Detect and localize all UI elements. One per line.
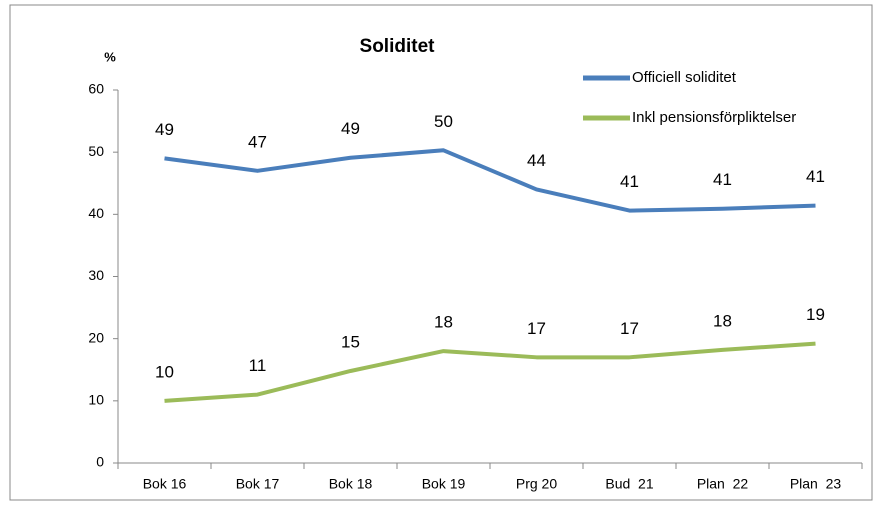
x-tick-label: Plan 23 xyxy=(790,476,842,492)
chart-border xyxy=(9,4,873,501)
data-label: 41 xyxy=(713,170,732,189)
x-tick-label: Bok 18 xyxy=(329,476,373,492)
legend-label: Inkl pensionsförpliktelser xyxy=(632,109,796,126)
y-tick-label: 10 xyxy=(88,392,104,408)
legend-label: Officiell soliditet xyxy=(632,69,737,86)
chart-title: Soliditet xyxy=(360,36,436,57)
y-tick-label: 60 xyxy=(88,81,104,97)
x-tick-label: Plan 22 xyxy=(697,476,749,492)
data-label: 17 xyxy=(620,319,639,338)
data-label: 19 xyxy=(806,305,825,324)
y-tick-label: 30 xyxy=(88,267,104,283)
data-label: 41 xyxy=(620,172,639,191)
data-label: 49 xyxy=(155,120,174,139)
y-tick-label: 40 xyxy=(88,205,104,221)
data-label: 15 xyxy=(341,332,360,351)
x-tick-label: Bud 21 xyxy=(605,476,653,492)
data-label: 11 xyxy=(249,356,267,375)
data-label: 44 xyxy=(527,151,546,170)
series-line xyxy=(164,341,816,403)
x-tick-label: Prg 20 xyxy=(516,476,557,492)
y-tick-label: 0 xyxy=(96,454,104,470)
x-tick-label: Bok 17 xyxy=(236,476,280,492)
data-label: 17 xyxy=(527,319,546,338)
data-label: 18 xyxy=(434,313,453,332)
x-tick-label: Bok 19 xyxy=(422,476,466,492)
y-axis-label: % xyxy=(104,49,116,64)
data-label: 18 xyxy=(713,311,732,330)
x-tick-label: Bok 16 xyxy=(143,476,187,492)
y-tick-label: 50 xyxy=(88,143,104,159)
series-line xyxy=(164,148,816,213)
data-label: 47 xyxy=(248,132,267,151)
data-label: 41 xyxy=(806,167,825,186)
data-label: 10 xyxy=(155,362,174,381)
y-tick-label: 20 xyxy=(88,329,104,345)
data-label: 49 xyxy=(341,119,360,138)
data-label: 50 xyxy=(434,112,453,131)
